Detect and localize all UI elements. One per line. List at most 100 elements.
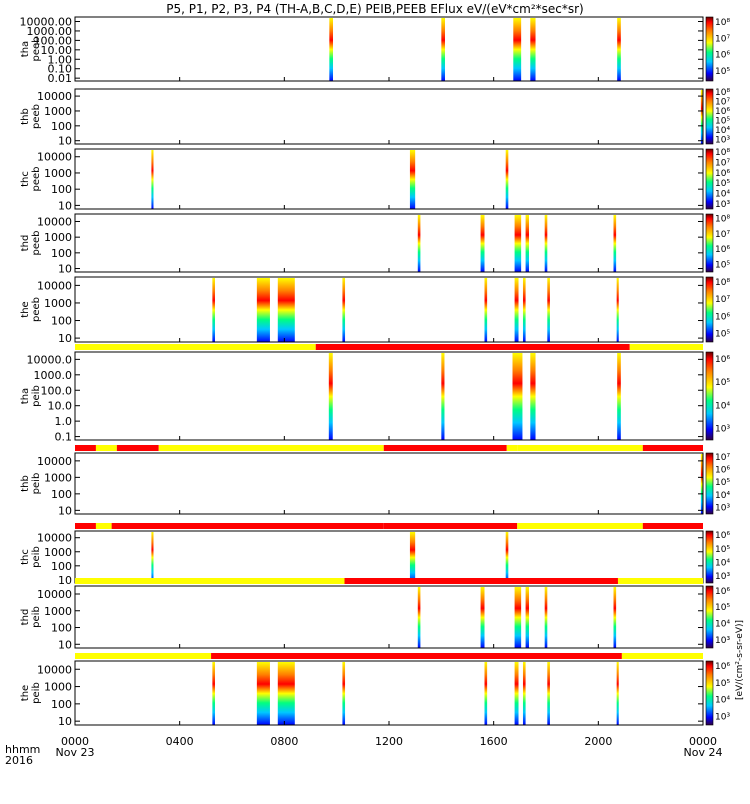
x-tick-label: 0000 [61,735,89,748]
y-tick-label: 10 [58,135,72,148]
y-tick-label: 10.0 [48,400,73,413]
colorbar-tick-label: 10⁸ [715,148,730,158]
mode-bar-segment [158,445,384,451]
y-tick-label: 100 [51,120,72,133]
colorbar-tick-label: 10⁶ [715,587,730,597]
panel-ylabel: peeb [31,104,42,129]
panel-ylabel: peib [31,385,42,407]
spectrogram-burst [513,18,522,81]
spectrogram-burst [409,532,416,583]
y-tick-label: 10 [58,332,72,345]
colorbar-tick-label: 10⁶ [715,107,730,117]
spectrogram-burst [342,662,346,725]
spectrogram-burst [441,18,445,81]
spectrogram-burst [616,662,619,725]
spectrogram-burst [616,278,619,342]
spectrogram-burst [151,150,154,209]
panel-frame [74,351,704,441]
panel-frame [74,16,704,82]
spectrogram-burst [522,662,526,725]
spectrogram-burst [212,278,215,342]
mode-bar-segment [211,653,622,659]
y-tick-label: 10000 [37,588,72,601]
y-tick-label: 10000.0 [27,353,73,366]
time-axis-corner-label-bottom: 2016 [5,754,33,767]
colorbar-tick-label: 10⁴ [715,620,730,630]
y-tick-label: 1000.00 [27,25,73,38]
y-tick-label: 1.00 [48,53,73,66]
spectrogram-burst [409,150,416,209]
panel-ylabel: thc [20,549,31,565]
colorbar-tick-label: 10⁶ [715,312,730,322]
spectrogram-burst [277,278,295,342]
spectrogram-burst [484,278,488,342]
colorbar-tick-label: 10⁶ [715,466,730,476]
spectrogram-burst [617,353,621,440]
panel-frame [74,452,704,515]
y-tick-label: 10000 [37,663,72,676]
colorbar-tick-label: 10³ [715,572,730,582]
colorbar [705,148,714,210]
mode-bar-segment [517,523,643,529]
panel-ylabel: thd [20,235,31,252]
y-tick-label: 1000 [44,231,72,244]
colorbar-tick-label: 10³ [715,424,730,434]
colorbar-tick-label: 10⁵ [715,603,730,613]
mode-bar-segment [629,344,703,350]
y-tick-label: 0.1 [55,431,73,444]
panel-frame [74,276,704,343]
colorbar-tick-label: 10⁴ [715,558,730,568]
y-tick-label: 1000 [44,105,72,118]
panel-frame [74,530,704,584]
y-tick-label: 10000 [37,215,72,228]
panel-ylabel: peeb [31,167,42,192]
panel-4: 10000 1000 100 10 the peeb 10⁸ 10⁷ 10⁶ 10⁵ [20,276,730,345]
y-tick-label: 10000.00 [20,16,73,29]
panel-ylabel: peib [31,606,42,628]
spectrogram-burst [417,587,421,648]
mode-bar-segment [116,445,159,451]
spectrogram-burst [151,532,154,583]
colorbar [705,452,714,515]
spectrogram-burst [512,353,523,440]
y-tick-label: 1.0 [55,415,73,428]
x-tick-label: 1600 [480,735,508,748]
colorbar-tick-label: 10⁵ [715,116,730,126]
colorbar [705,351,714,441]
mode-bar-segment [75,523,96,529]
mode-bar-segment [617,578,703,584]
panel-9: 10000 1000 100 10 the peib 10⁶ 10⁵ 10⁴ 10³ [20,653,730,728]
y-tick-label: 10000 [37,532,72,545]
panel-ylabel: tha [20,388,31,404]
x-tick-label: 0800 [270,735,298,748]
panel-3: 10000 1000 100 10 thd peeb 10⁸ 10⁷ 10⁶ 10⁵ [20,213,730,276]
y-tick-label: 10 [58,638,72,651]
spectrogram-burst [417,215,421,272]
y-tick-label: 100 [51,698,72,711]
spectrogram-burst [505,532,509,583]
colorbar-tick-label: 10⁶ [715,245,730,255]
colorbar-tick-label: 10⁵ [715,260,730,270]
panel-frame [74,585,704,649]
panel-frame [74,148,704,210]
spectrogram-burst [277,662,295,725]
x-tick-label: 0400 [166,735,194,748]
panel-frame [74,660,704,726]
colorbar-tick-label: 10⁴ [715,401,730,411]
colorbar-tick-label: 10⁷ [715,453,730,463]
y-tick-label: 100 [51,488,72,501]
colorbar-tick-label: 10⁷ [715,34,730,44]
spectrogram-burst [547,278,550,342]
mode-bar-segment [383,445,507,451]
colorbar [705,16,714,82]
panel-frame [74,213,704,273]
spectrogram-burst [547,662,550,725]
spectrogram-burst [522,278,526,342]
colorbar-tick-label: 10⁸ [715,18,730,28]
colorbar-units-label: [eV/(cm²-s-sr-eV)] [735,620,745,700]
spectrogram-burst [617,18,621,81]
